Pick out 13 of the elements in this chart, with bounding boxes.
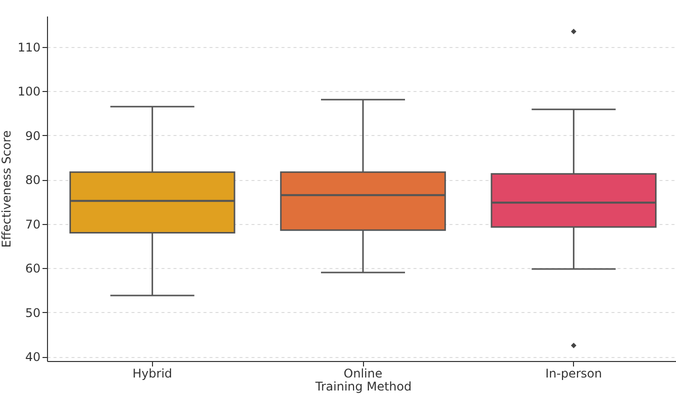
x-tick-label: In-person <box>545 366 602 380</box>
y-tick-label: 70 <box>25 217 40 232</box>
x-axis-title: Training Method <box>314 380 412 394</box>
y-tick-label: 40 <box>25 350 40 364</box>
x-tick-label: Hybrid <box>132 366 172 380</box>
y-tick-label: 90 <box>25 128 40 143</box>
y-tick-label: 60 <box>25 262 40 276</box>
y-axis-title: Effectiveness Score <box>0 130 14 248</box>
y-tick-label: 100 <box>18 84 40 99</box>
x-tick-label: Online <box>344 366 382 380</box>
y-tick-label: 80 <box>25 173 40 188</box>
y-tick-label: 110 <box>18 40 40 54</box>
y-tick-label: 50 <box>25 306 40 320</box>
